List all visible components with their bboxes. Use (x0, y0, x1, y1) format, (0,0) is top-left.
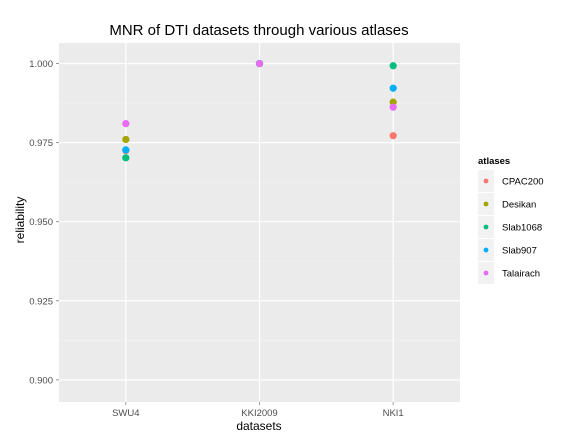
point-slab907-nki1 (389, 84, 397, 92)
legend-marker-desikan (483, 201, 489, 207)
legend-label: CPAC200 (502, 177, 544, 188)
legend-marker-slab1068 (483, 224, 489, 230)
point-desikan-nki1 (389, 98, 397, 106)
y-tick-label: 0.975 (29, 138, 53, 149)
y-tick-label: 0.900 (29, 375, 53, 386)
y-axis-title: reliability (13, 197, 27, 244)
chart-title: MNR of DTI datasets through various atla… (109, 22, 408, 39)
point-cpac200-nki1 (389, 132, 397, 140)
x-axis-ticks: SWU4 KKI2009 NKI1 (112, 402, 404, 419)
legend-marker-cpac200 (483, 178, 489, 184)
legend-marker-slab907 (483, 247, 489, 253)
point-slab1068-nki1 (389, 62, 397, 70)
point-talairach-swu4 (122, 120, 130, 128)
point-talairach-kki2009 (255, 59, 264, 68)
legend-label: Slab1068 (502, 223, 542, 234)
legend-label: Talairach (502, 269, 540, 280)
y-tick-label: 1.000 (29, 59, 53, 70)
point-slab907-swu4 (122, 146, 130, 154)
legend-title: atlases (478, 156, 510, 167)
data-points (122, 59, 397, 162)
y-tick-label: 0.925 (29, 296, 53, 307)
legend-items: CPAC200 Desikan Slab1068 Slab907 Talairach (478, 170, 544, 284)
legend-label: Slab907 (502, 246, 537, 257)
legend-label: Desikan (502, 200, 536, 211)
point-talairach-nki1 (389, 103, 397, 111)
x-axis-title: datasets (236, 419, 281, 433)
point-slab1068-swu4 (122, 154, 130, 162)
x-tick-label: NKI1 (383, 408, 404, 419)
legend-marker-talairach (483, 270, 489, 276)
y-tick-label: 0.950 (29, 217, 53, 228)
x-tick-label: SWU4 (112, 408, 139, 419)
x-tick-label: KKI2009 (241, 408, 277, 419)
point-desikan-swu4 (122, 135, 130, 144)
y-axis-ticks: 0.900 0.925 0.950 0.975 1.000 (29, 59, 59, 386)
legend: atlases CPAC200 Desikan Slab1068 Slab907 Tal… (478, 156, 544, 284)
